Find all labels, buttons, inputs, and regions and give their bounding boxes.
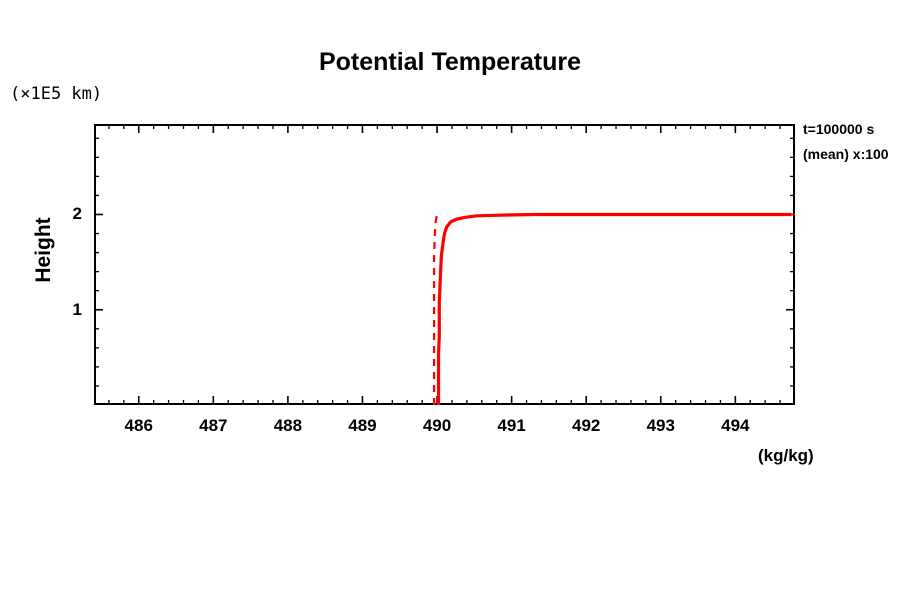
series-reference-profile <box>432 214 439 405</box>
x-tick-label: 493 <box>646 416 675 435</box>
series-potential-temperature-profile <box>436 212 792 405</box>
x-tick-label: 489 <box>348 416 377 435</box>
x-tick-label: 490 <box>422 416 452 435</box>
annotation-mean: (mean) x:100 <box>803 146 889 162</box>
x-tick-label: 491 <box>497 416 526 435</box>
y-axis-minor-ticks <box>94 137 795 387</box>
y-axis-unit-label: (×1E5 km) <box>10 84 103 104</box>
x-tick-label: 494 <box>721 416 750 435</box>
x-tick-label: 487 <box>199 416 228 435</box>
x-axis-unit-label: (kg/kg) <box>758 446 814 465</box>
x-tick-label: 492 <box>572 416 601 435</box>
page-title: Potential Temperature <box>318 48 582 76</box>
plot-area <box>94 124 795 405</box>
x-tick-label: 488 <box>273 416 303 435</box>
annotation-time: t=100000 s <box>803 121 875 137</box>
y-tick-label: 2 <box>72 204 82 224</box>
data-series-layer <box>432 212 795 405</box>
y-axis-title: Height <box>32 217 55 283</box>
x-axis-minor-ticks <box>108 124 795 405</box>
plot-frame <box>94 124 795 405</box>
x-tick-label: 486 <box>124 416 153 435</box>
y-tick-label: 1 <box>72 299 82 319</box>
